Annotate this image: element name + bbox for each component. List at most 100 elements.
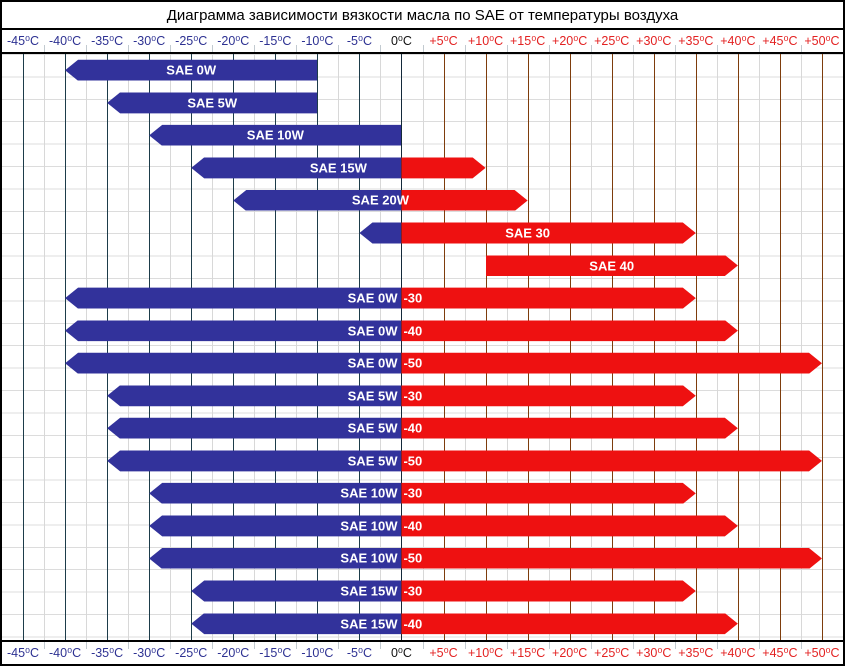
bar-label-name: SAE 5W xyxy=(347,420,398,436)
cold-temperature-segment xyxy=(65,320,402,342)
oil-bar-row: SAE 10W -30 xyxy=(2,477,843,510)
hot-temperature-segment xyxy=(401,190,527,211)
axis-tick-label: +20⁰C xyxy=(552,34,588,48)
gridline-major xyxy=(191,54,193,640)
axis-tick-label: -40⁰C xyxy=(49,34,82,48)
hot-temperature-segment xyxy=(401,515,737,536)
bar-label-name: SAE 5W xyxy=(347,388,398,404)
axis-boundary-tick xyxy=(44,642,46,649)
axis-boundary-tick xyxy=(128,642,130,649)
axis-tick-label: +25⁰C xyxy=(594,646,630,660)
axis-boundary-tick xyxy=(590,642,592,649)
axis-boundary-tick xyxy=(86,642,88,649)
axis-boundary-tick xyxy=(674,45,676,52)
axis-boundary-tick xyxy=(212,642,214,649)
temperature-axis-bottom: -45⁰C -40⁰C -35⁰C -30⁰C -25⁰C -20⁰C -15⁰C -10⁰C… xyxy=(2,640,843,664)
cold-temperature-segment xyxy=(149,515,402,537)
gridline-minor xyxy=(254,54,256,640)
cold-temperature-segment xyxy=(233,189,402,211)
axis-tick-label: +5⁰C xyxy=(429,34,458,48)
gridline-minor xyxy=(506,54,508,640)
hot-temperature-segment xyxy=(401,223,695,244)
hot-temperature-segment xyxy=(401,581,695,602)
axis-boundary-tick xyxy=(380,45,382,52)
oil-bar-row: SAE 20W xyxy=(2,184,843,217)
axis-boundary-tick xyxy=(296,642,298,649)
gridline-major xyxy=(149,54,151,640)
gridline-major xyxy=(821,54,823,640)
bar-label-suffix: -30 xyxy=(403,485,423,501)
axis-boundary-tick xyxy=(128,45,130,52)
axis-tick-label: -5⁰C xyxy=(346,34,372,48)
axis-boundary-tick xyxy=(506,642,508,649)
gridline-minor xyxy=(170,54,172,640)
temperature-axis-top: -45⁰C -40⁰C -35⁰C -30⁰C -25⁰C -20⁰C -15⁰C -10⁰C… xyxy=(2,30,843,54)
gridline-major xyxy=(779,54,781,640)
gridline-minor xyxy=(296,54,298,640)
hot-temperature-segment xyxy=(401,483,695,504)
oil-bar-row: SAE 0W xyxy=(2,54,843,87)
axis-boundary-tick xyxy=(590,45,592,52)
bar-label: SAE 15W xyxy=(309,160,367,176)
cold-temperature-segment xyxy=(191,157,402,179)
gridline-minor xyxy=(128,54,130,640)
oil-bar-row: SAE 5W -50 xyxy=(2,445,843,478)
gridline-major xyxy=(569,54,571,640)
bar-label-suffix: -50 xyxy=(403,355,423,371)
bar-label: SAE 5W xyxy=(187,95,238,111)
axis-tick-label: +30⁰C xyxy=(636,646,672,660)
gridline-major xyxy=(23,54,25,640)
bar-label: SAE 0W xyxy=(166,62,217,78)
bar-label-name: SAE 10W xyxy=(340,550,398,566)
cold-temperature-segment xyxy=(107,450,402,472)
gridline-major xyxy=(107,54,109,640)
axis-boundary-tick xyxy=(86,45,88,52)
gridline-major xyxy=(65,54,67,640)
hot-temperature-segment xyxy=(401,288,695,309)
oil-bar-row: SAE 10W -50 xyxy=(2,542,843,575)
axis-tick-label: -10⁰C xyxy=(301,34,334,48)
hot-temperature-segment xyxy=(401,548,822,569)
axis-tick-label: +45⁰C xyxy=(762,34,798,48)
gridline-minor xyxy=(44,54,46,640)
axis-tick-label: +25⁰C xyxy=(594,34,630,48)
gridline-major xyxy=(443,54,445,640)
axis-tick-label: +10⁰C xyxy=(467,646,504,660)
axis-boundary-tick xyxy=(170,642,172,649)
hot-temperature-segment xyxy=(401,613,737,634)
axis-tick-label: +50⁰C xyxy=(804,646,840,660)
gridline-major xyxy=(695,54,697,640)
axis-boundary-tick xyxy=(254,642,256,649)
gridline-minor xyxy=(632,54,634,640)
oil-bar-row: SAE 40 xyxy=(2,249,843,282)
gridline-major xyxy=(401,54,403,640)
gridline-major xyxy=(233,54,235,640)
hot-temperature-segment xyxy=(486,255,738,276)
axis-tick-label: +45⁰C xyxy=(762,646,798,660)
bar-label: SAE 30 xyxy=(505,225,551,241)
axis-tick-label: -25⁰C xyxy=(175,34,208,48)
gridline-minor xyxy=(380,54,382,640)
bar-label-suffix: -30 xyxy=(403,583,423,599)
bar-label: SAE 10W xyxy=(246,127,304,143)
oil-bar-row: SAE 15W xyxy=(2,152,843,185)
axis-boundary-tick xyxy=(380,642,382,649)
axis-boundary-tick xyxy=(716,642,718,649)
axis-boundary-tick xyxy=(464,45,466,52)
gridline-minor xyxy=(674,54,676,640)
gridline-major xyxy=(653,54,655,640)
gridline-minor xyxy=(716,54,718,640)
oil-bar-row: SAE 0W -30 xyxy=(2,282,843,315)
axis-boundary-tick xyxy=(254,45,256,52)
axis-tick-label: -20⁰C xyxy=(217,646,250,660)
cold-temperature-segment xyxy=(149,124,402,146)
bar-label-suffix: -50 xyxy=(403,550,423,566)
oil-bar-row: SAE 10W -40 xyxy=(2,510,843,543)
gridline-major xyxy=(359,54,361,640)
axis-tick-label: +30⁰C xyxy=(636,34,672,48)
gridline-minor xyxy=(422,54,424,640)
bar-label-name: SAE 15W xyxy=(340,616,398,632)
bar-label-suffix: -40 xyxy=(403,420,423,436)
axis-tick-label: +40⁰C xyxy=(720,34,756,48)
axis-boundary-tick xyxy=(464,642,466,649)
